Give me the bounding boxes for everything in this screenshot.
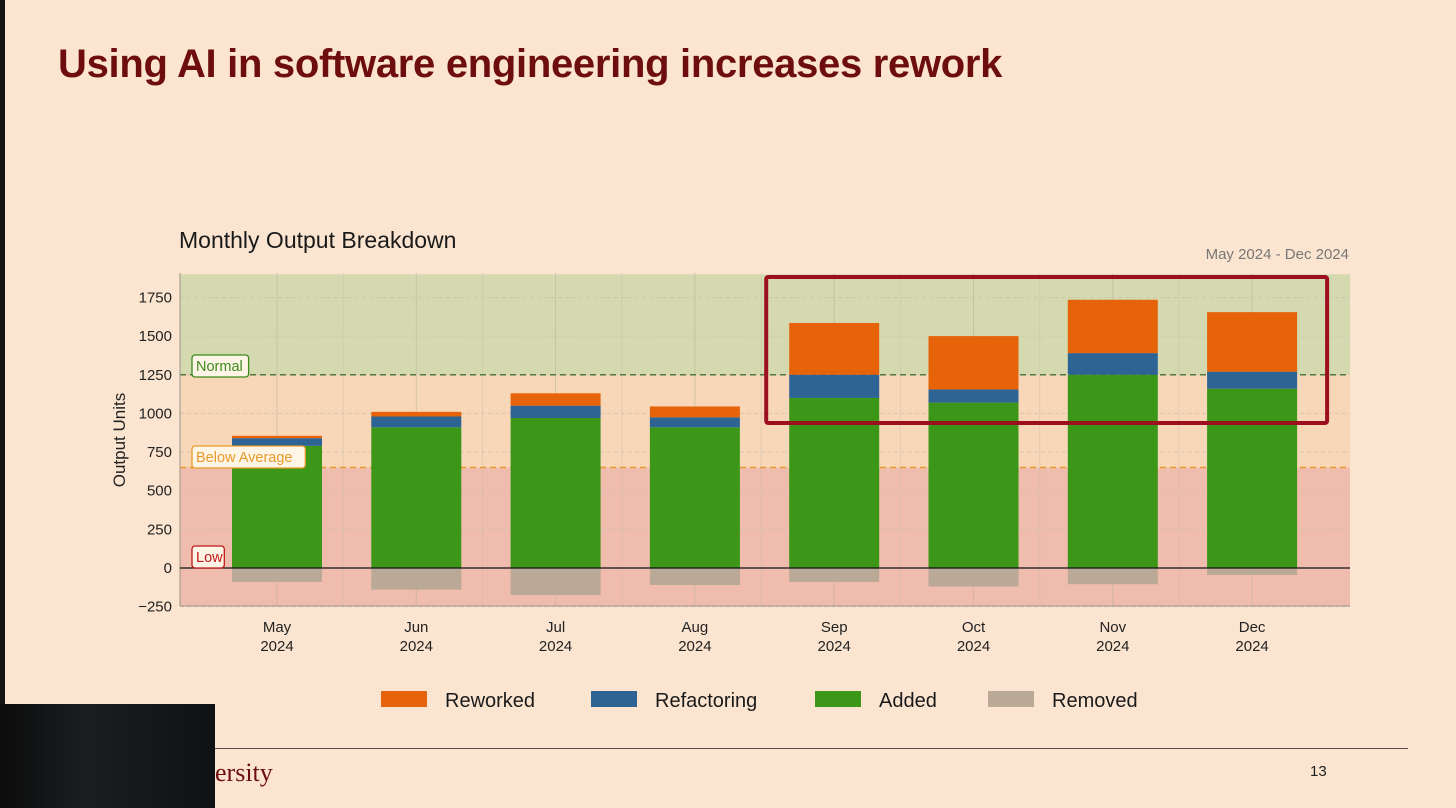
bar-reworked-jun: [371, 411, 462, 417]
x-tick-label-year: 2024: [1235, 638, 1268, 655]
bar-refactoring-sep: [789, 374, 880, 398]
band-label-box-below-average: [191, 445, 306, 469]
bar-removed-may: [232, 568, 322, 582]
band-label-below-average: Below Average: [196, 450, 292, 466]
bar-added-nov: [1067, 374, 1158, 568]
band-label-low: Low: [196, 550, 223, 566]
presenter-video-overlay: [0, 704, 215, 808]
y-tick-label: 1750: [139, 289, 172, 306]
legend-label-added: Added: [879, 690, 937, 712]
bar-reworked-oct: [928, 336, 1019, 390]
band-low: [180, 467, 1350, 606]
band-label-normal: Normal: [196, 359, 243, 375]
bar-reworked-dec: [1207, 312, 1298, 372]
legend-swatch-refactoring: [591, 691, 637, 707]
y-tick-label: 500: [147, 483, 172, 500]
bar-refactoring-may: [232, 438, 322, 446]
y-tick-label: 250: [147, 521, 172, 538]
y-tick-label: 1000: [139, 405, 172, 422]
bar-removed-dec: [1207, 568, 1298, 575]
footer-divider: [0, 748, 1408, 749]
bar-added-jun: [371, 427, 462, 568]
y-tick-label: 1500: [139, 328, 172, 345]
x-tick-label-month: Nov: [1099, 619, 1126, 636]
band-label-box-normal: [191, 354, 250, 378]
bar-removed-oct: [928, 568, 1019, 587]
bar-added-dec: [1207, 388, 1298, 568]
highlight-box: [764, 275, 1330, 425]
legend-swatch-reworked: [381, 691, 427, 707]
y-tick-label: 750: [147, 444, 172, 461]
x-tick-label-year: 2024: [539, 638, 572, 655]
bar-added-jul: [510, 418, 601, 568]
bar-refactoring-dec: [1207, 371, 1298, 389]
footer-university-text: ersity: [215, 758, 273, 787]
x-tick-label-month: Sep: [821, 619, 848, 636]
y-tick-label: −250: [138, 599, 172, 616]
band-label-box-low: [191, 545, 225, 569]
y-tick-label: 0: [164, 560, 172, 577]
bar-refactoring-jun: [371, 416, 462, 428]
x-tick-label-month: May: [263, 619, 292, 636]
legend-label-refactoring: Refactoring: [655, 690, 757, 712]
y-tick-label: 1250: [139, 367, 172, 384]
x-tick-label-month: Aug: [682, 619, 709, 636]
bar-removed-aug: [649, 568, 740, 586]
bar-removed-jul: [510, 568, 601, 596]
x-tick-label-month: Dec: [1239, 619, 1266, 636]
x-tick-label-year: 2024: [260, 638, 293, 655]
page-number: 13: [1310, 763, 1327, 780]
bar-refactoring-oct: [928, 389, 1019, 403]
bar-refactoring-jul: [510, 405, 601, 419]
slide-title: Using AI in software engineering increas…: [58, 42, 1003, 86]
bar-reworked-aug: [649, 406, 740, 418]
x-tick-label-year: 2024: [1096, 638, 1129, 655]
y-axis-label: Output Units: [110, 393, 129, 488]
bar-added-aug: [649, 427, 740, 568]
chart-title: Monthly Output Breakdown: [179, 227, 456, 253]
x-tick-label-year: 2024: [400, 638, 433, 655]
legend-swatch-removed: [988, 691, 1034, 707]
x-tick-label-month: Jun: [404, 619, 428, 636]
bar-removed-jun: [371, 568, 462, 590]
left-edge-bar: [0, 0, 5, 808]
x-tick-label-year: 2024: [818, 638, 851, 655]
bar-reworked-may: [232, 435, 322, 439]
bar-refactoring-aug: [649, 417, 740, 428]
chart-subtitle: May 2024 - Dec 2024: [1206, 246, 1349, 263]
bar-reworked-jul: [510, 393, 601, 406]
x-tick-label-month: Jul: [546, 619, 565, 636]
x-tick-label-year: 2024: [957, 638, 990, 655]
legend-label-removed: Removed: [1052, 690, 1138, 712]
bar-added-oct: [928, 402, 1019, 568]
x-tick-label-month: Oct: [962, 619, 986, 636]
legend-label-reworked: Reworked: [445, 690, 535, 712]
bar-refactoring-nov: [1067, 353, 1158, 375]
bar-reworked-sep: [789, 322, 880, 375]
bar-removed-nov: [1067, 568, 1158, 585]
bar-reworked-nov: [1067, 299, 1158, 354]
bar-removed-sep: [789, 568, 880, 582]
legend-swatch-added: [815, 691, 861, 707]
bar-added-sep: [789, 397, 880, 568]
x-tick-label-year: 2024: [678, 638, 711, 655]
